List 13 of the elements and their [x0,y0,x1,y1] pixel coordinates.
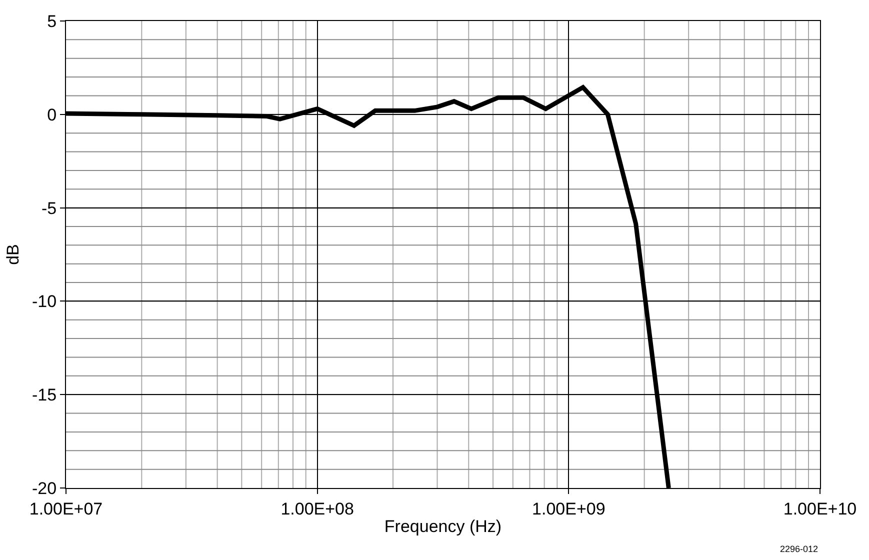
y-tick-label: -15 [32,386,57,405]
y-axis-title: dB [4,244,23,265]
x-axis-title: Frequency (Hz) [384,516,502,536]
x-tick-label: 1.00E+10 [783,499,857,518]
x-tick-label: 1.00E+09 [532,499,606,518]
y-tick-label: 0 [47,105,57,124]
text: 2296-012 [780,544,818,554]
y-tick-label: 5 [47,12,57,31]
y-tick-label: -10 [32,292,57,312]
x-tick-label: 1.00E+07 [29,499,103,518]
y-tick-label: -5 [41,198,57,218]
y-tick-label: -20 [32,478,57,498]
x-tick-label: 1.00E+08 [280,499,354,518]
